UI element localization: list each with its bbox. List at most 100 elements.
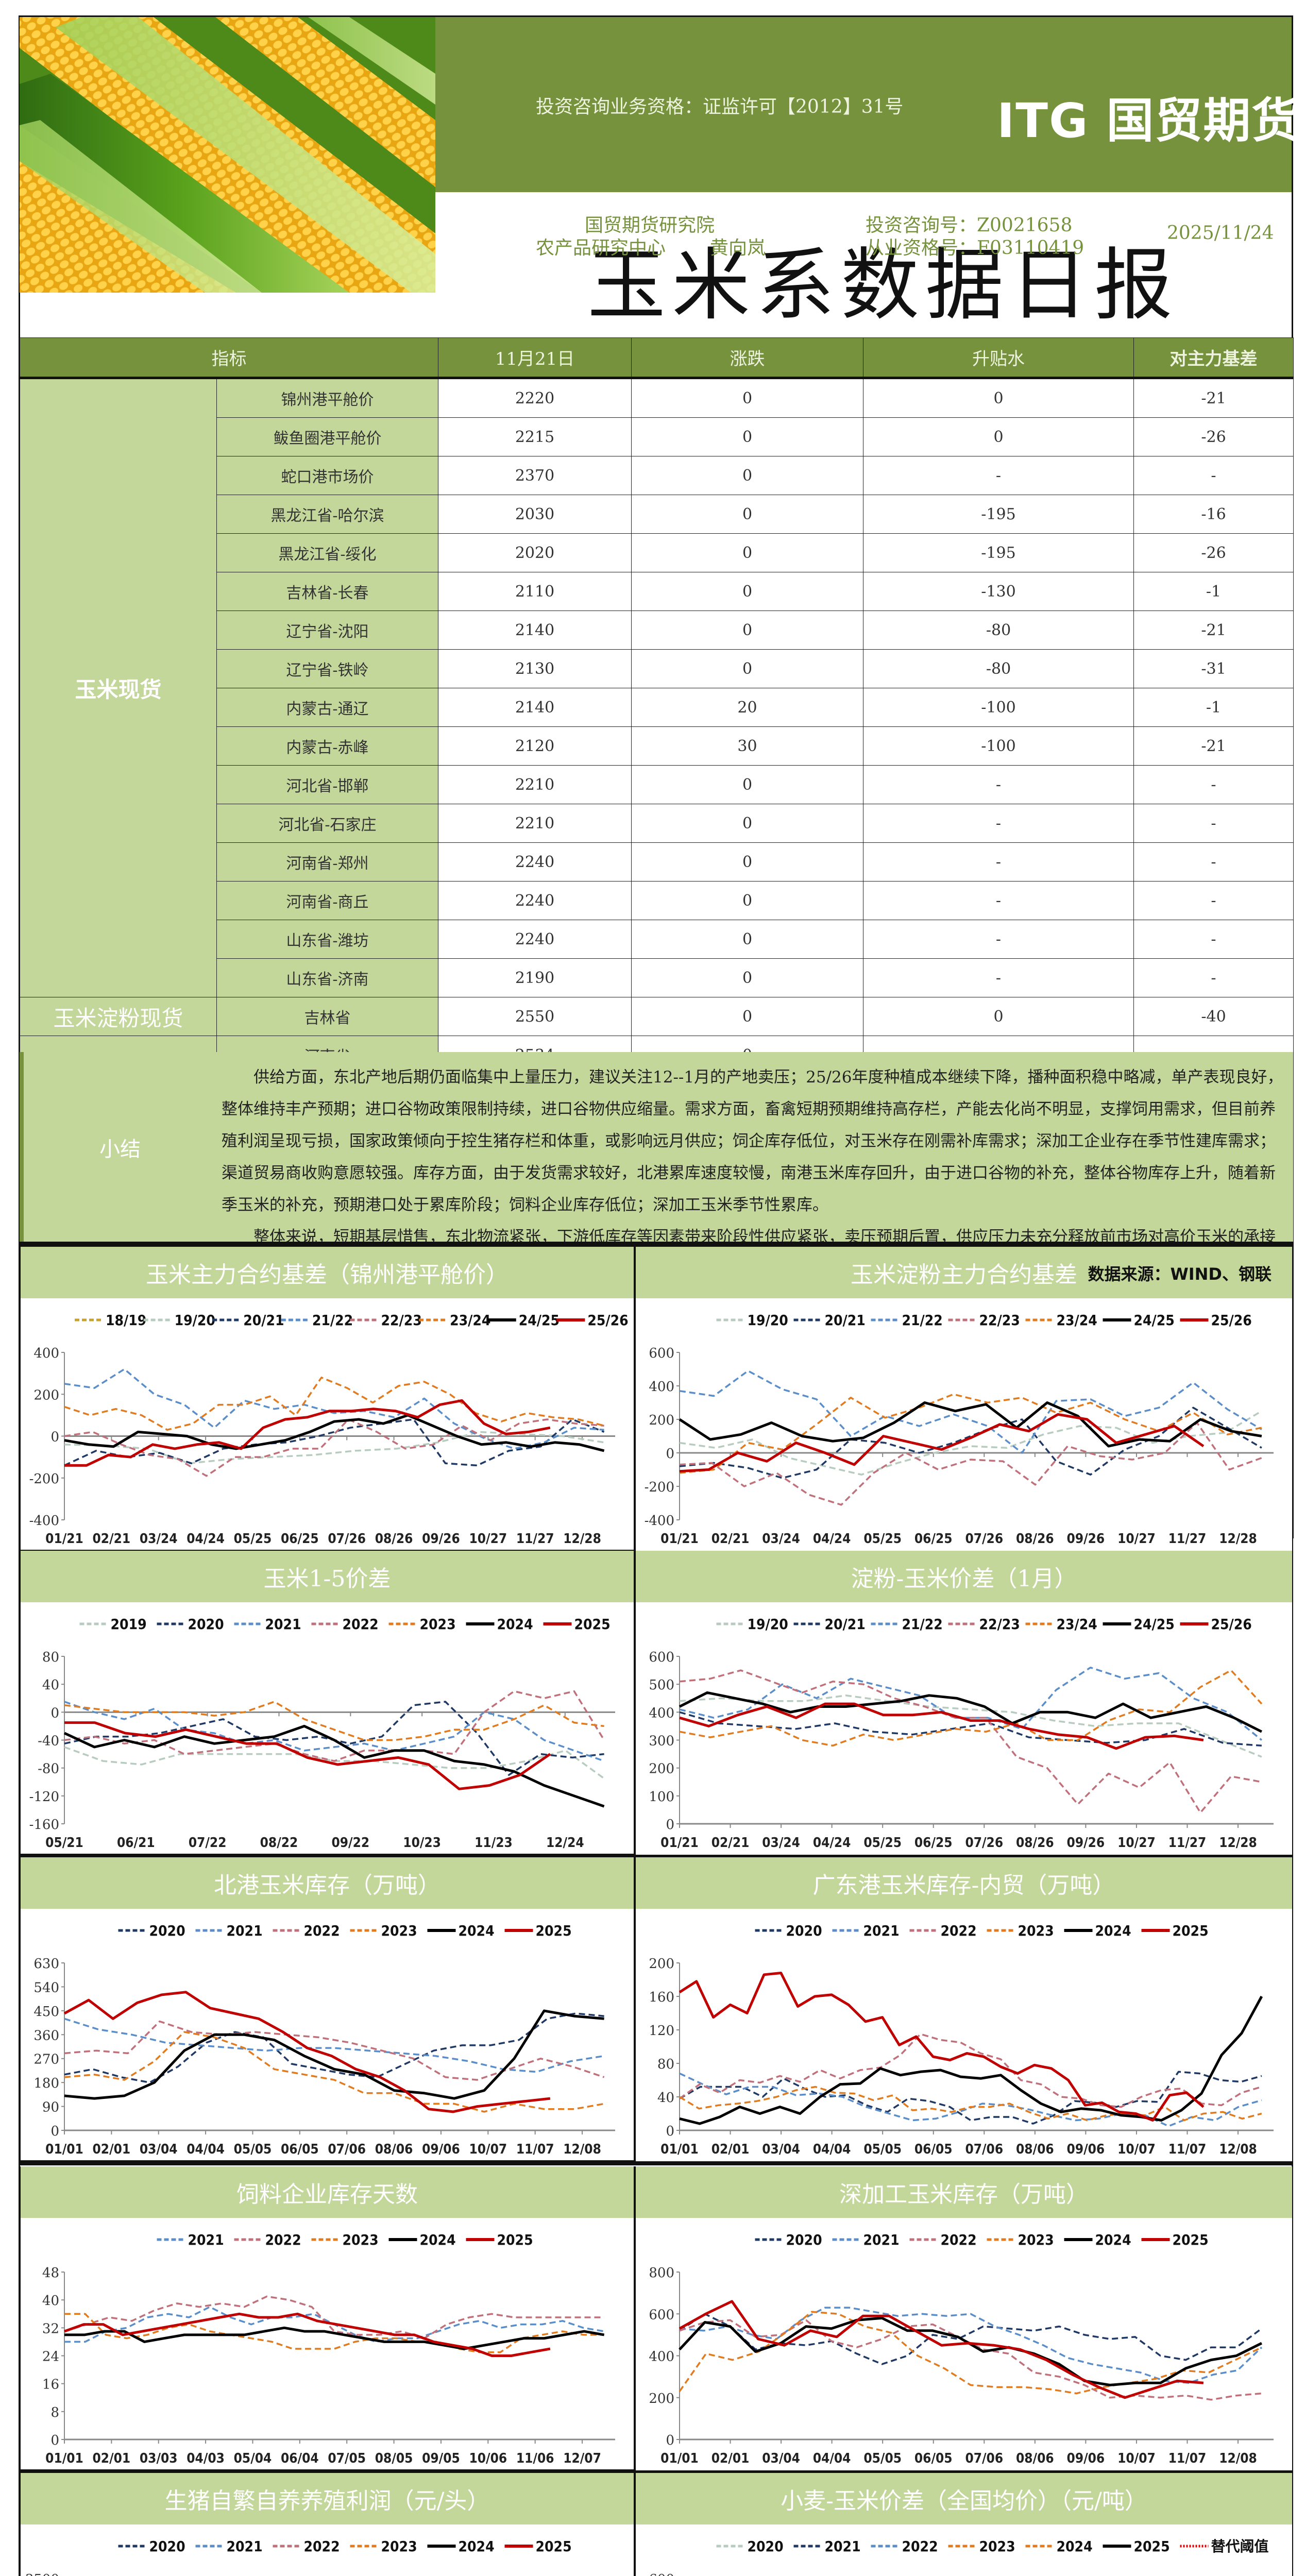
price-cell: 2030 <box>438 495 632 534</box>
legend-label: 2019 <box>111 1616 147 1633</box>
series-line-24_25 <box>679 1401 1262 1448</box>
series-line-24_25 <box>64 1414 605 1452</box>
legend-label: 2023 <box>381 1922 417 1939</box>
chart-svg: 2021 2022 2023 2024 2025 0 8 16 24 32 40 48 01/01 02/… <box>42 2231 615 2466</box>
chart-card-c5: 北港玉米库存（万吨） 2020 2021 2022 2023 2024 2025 0 90 180… <box>20 1857 635 2161</box>
x-tick-label: 07/06 <box>328 2142 366 2157</box>
x-tick-label: 01/01 <box>660 2142 699 2157</box>
x-tick-label: 07/26 <box>965 1531 1003 1547</box>
x-tick-label: 02/01 <box>93 2451 131 2466</box>
row-label: 锦州港平舱价 <box>216 378 438 418</box>
x-tick-label: 10/07 <box>1117 2451 1156 2466</box>
legend-label: 18/19 <box>106 1312 146 1329</box>
price-cell: 2240 <box>438 881 632 920</box>
row-label: 内蒙古-赤峰 <box>216 726 438 766</box>
corn-hero-image <box>20 17 435 293</box>
y-tick-label: -160 <box>29 1817 59 1833</box>
series-line-22_23 <box>64 1418 604 1477</box>
x-tick-label: 12/28 <box>1219 1531 1257 1547</box>
x-tick-label: 03/04 <box>762 2451 800 2466</box>
chart-title: 饲料企业库存天数 <box>21 2166 634 2218</box>
x-tick-label: 08/26 <box>375 1531 413 1547</box>
basis-cell: -21 <box>1133 378 1294 418</box>
series-line-2023 <box>64 1701 604 1741</box>
series-line-22_23 <box>679 1421 1262 1506</box>
legend-label: 2023 <box>420 1616 456 1633</box>
chart-svg: 202020212022202320242025替代阈值-600-400-200… <box>649 2538 1268 2576</box>
series-line-21_22 <box>64 1368 604 1450</box>
premium-cell: - <box>863 842 1134 882</box>
series-line-2025 <box>64 1721 551 1790</box>
price-cell: 2120 <box>438 726 632 766</box>
series-line-2022 <box>64 2020 605 2081</box>
legend-label: 2020 <box>786 2231 822 2248</box>
x-tick-label: 09/06 <box>1067 2142 1105 2157</box>
legend-label: 2020 <box>149 1922 185 1939</box>
change-cell: 0 <box>631 842 863 882</box>
premium-cell: -195 <box>863 533 1134 572</box>
basis-cell: - <box>1133 881 1294 920</box>
premium-cell: 0 <box>863 378 1134 418</box>
y-tick-label: 400 <box>649 1379 674 1395</box>
table-row: 河北省-石家庄 2210 0- - <box>20 804 1294 843</box>
y-tick-label: 400 <box>649 1705 674 1721</box>
chart-svg: 2020 2021 2022 2023 2024 2025 0 200 400 600 800 01/… <box>649 2231 1274 2466</box>
x-tick-label: 05/21 <box>45 1835 83 1851</box>
x-tick-label: 10/23 <box>403 1835 441 1851</box>
series-line-2025 <box>64 2312 551 2357</box>
premium-cell: -100 <box>863 688 1134 727</box>
institute-name: 国贸期货研究院 <box>585 215 715 236</box>
y-tick-label: 0 <box>50 1430 59 1445</box>
series-line-23_24 <box>64 1377 605 1431</box>
basis-cell: -40 <box>1133 997 1294 1036</box>
y-tick-label: 90 <box>42 2100 59 2115</box>
y-tick-label: -200 <box>29 1471 59 1487</box>
price-cell: 2220 <box>438 378 632 418</box>
x-tick-label: 04/03 <box>187 2451 225 2466</box>
legend-label: 24/25 <box>519 1312 560 1329</box>
y-tick-label: 600 <box>649 2572 674 2576</box>
y-tick-label: 0 <box>666 2124 674 2139</box>
x-tick-label: 11/27 <box>516 1531 554 1547</box>
y-tick-label: 40 <box>657 2090 674 2106</box>
y-tick-label: 630 <box>33 1956 59 1972</box>
legend-label: 2022 <box>941 2231 977 2248</box>
x-tick-label: 07/26 <box>965 1835 1003 1851</box>
price-cell: 2140 <box>438 688 632 727</box>
col-header-indicator: 指标 <box>20 337 438 379</box>
y-tick-label: 600 <box>649 1346 674 1361</box>
x-tick-label: 02/21 <box>711 1835 750 1851</box>
basis-cell: -21 <box>1133 726 1294 766</box>
table-header-row: 指标 11月21日 涨跌 升贴水 对主力基差 <box>20 337 1294 379</box>
y-tick-label: 3500 <box>25 2572 59 2576</box>
table-row: 河北省-邯郸 2210 0- - <box>20 765 1294 804</box>
x-tick-label: 05/05 <box>863 2451 902 2466</box>
legend-label: 19/20 <box>748 1616 788 1633</box>
x-tick-label: 03/24 <box>762 1835 800 1851</box>
table-row: 辽宁省-铁岭 2130 0 -80 -31 <box>20 649 1294 688</box>
x-tick-label: 07/22 <box>189 1835 227 1851</box>
row-label: 河南省-商丘 <box>216 881 438 920</box>
change-cell: 0 <box>631 378 863 418</box>
x-tick-label: 08/26 <box>1016 1835 1054 1851</box>
table-row: 内蒙古-赤峰 2120 30 -100 -21 <box>20 726 1294 766</box>
legend-label: 24/25 <box>1134 1312 1175 1329</box>
x-tick-label: 06/05 <box>914 2142 953 2157</box>
x-tick-label: 06/05 <box>914 2451 953 2466</box>
row-label: 河北省-石家庄 <box>216 804 438 843</box>
series-line-2023 <box>64 2031 604 2113</box>
x-tick-label: 09/05 <box>422 2451 460 2466</box>
legend-label: 2022 <box>304 1922 340 1939</box>
row-label: 吉林省 <box>216 997 438 1036</box>
y-tick-label: -400 <box>29 1513 59 1529</box>
legend-label: 2020 <box>748 2538 784 2555</box>
x-tick-label: 02/01 <box>93 2142 131 2157</box>
x-tick-label: 04/24 <box>813 1835 851 1851</box>
series-line-25_26 <box>679 1413 1205 1473</box>
legend-label: 19/20 <box>175 1312 215 1329</box>
x-tick-label: 11/23 <box>474 1835 513 1851</box>
x-tick-label: 03/24 <box>762 1531 800 1547</box>
legend-label: 2022 <box>941 1922 977 1939</box>
price-cell: 2210 <box>438 765 632 804</box>
legend-label: 2021 <box>863 1922 900 1939</box>
